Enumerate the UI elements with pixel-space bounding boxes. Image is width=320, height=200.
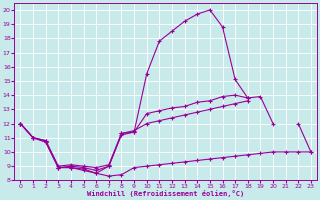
X-axis label: Windchill (Refroidissement éolien,°C): Windchill (Refroidissement éolien,°C) <box>87 190 244 197</box>
